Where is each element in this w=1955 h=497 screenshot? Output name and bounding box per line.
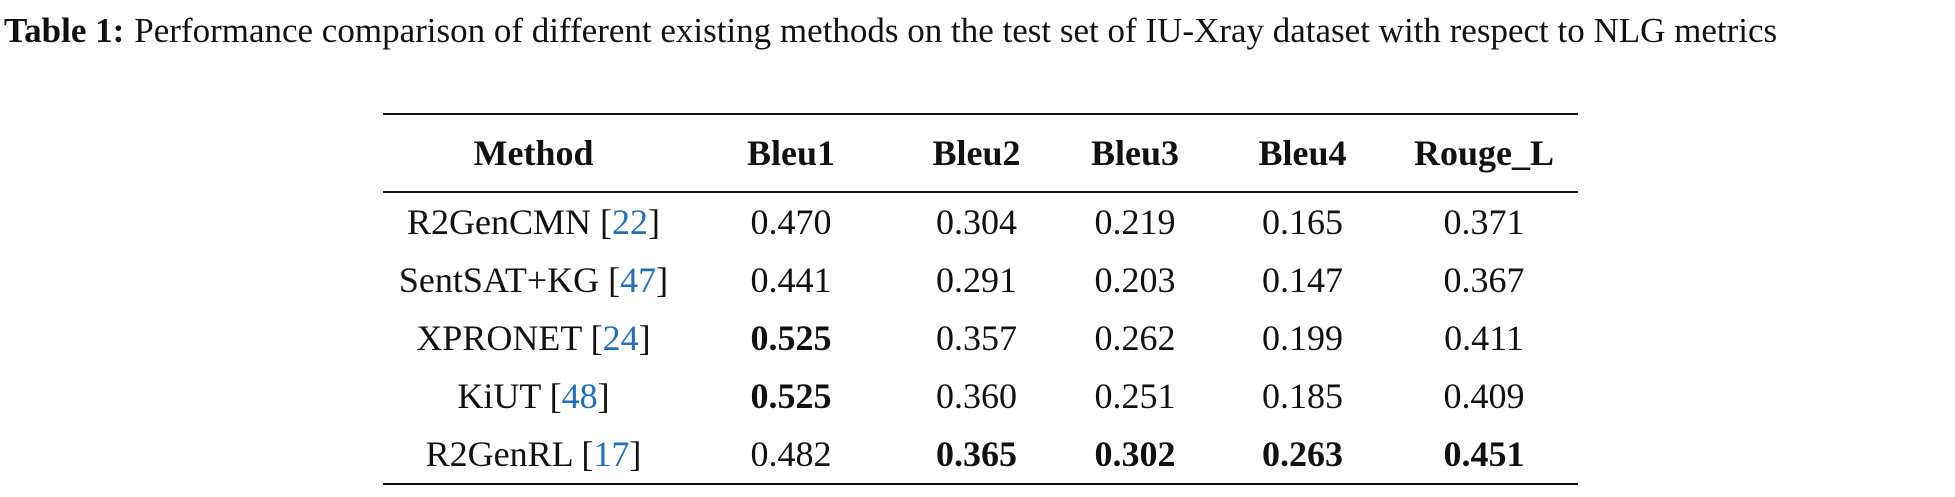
citation: 47 [608,260,668,300]
value-cell: 0.263 [1262,434,1343,474]
caption-label: Table 1: [4,11,125,50]
value-cell: 0.367 [1443,260,1525,300]
value-cell: 0.409 [1443,376,1525,416]
citation-number: 48 [561,376,598,416]
method-name: SentSAT+KG [398,260,600,300]
method-name: R2GenRL [425,434,573,474]
table-row: KiUT 48 0.525 0.360 0.251 0.185 0.409 [383,367,1578,425]
value-cell: 0.371 [1443,202,1525,242]
citation: 17 [581,434,641,474]
method-name: KiUT [457,376,541,416]
citation: 48 [550,376,610,416]
header-cell: Bleu2 [898,114,1055,193]
header-cell: Bleu1 [684,114,898,193]
method-cell: R2GenRL 17 [383,425,684,484]
results-table: Method Bleu1 Bleu2 Bleu3 Bleu4 Rouge_L R2GenC… [383,113,1578,485]
value-cell: 0.441 [750,260,832,300]
value-cell: 0.304 [936,202,1017,242]
value-cell: 0.365 [936,434,1017,474]
citation-number: 22 [612,202,648,242]
table-row: R2GenRL 17 0.482 0.365 0.302 0.263 0.451 [383,425,1578,484]
method-cell: SentSAT+KG 47 [383,251,684,309]
header-row: Method Bleu1 Bleu2 Bleu3 Bleu4 Rouge_L [383,114,1578,193]
value-cell: 0.525 [750,376,832,416]
value-cell: 0.219 [1094,202,1176,242]
value-cell: 0.147 [1262,260,1343,300]
value-cell: 0.302 [1094,434,1176,474]
value-cell: 0.525 [750,318,832,358]
value-cell: 0.360 [936,376,1017,416]
table-row: SentSAT+KG 47 0.441 0.291 0.203 0.147 0.367 [383,251,1578,309]
table-row: XPRONET 24 0.525 0.357 0.262 0.199 0.411 [383,309,1578,367]
method-cell: KiUT 48 [383,367,684,425]
header-cell: Bleu3 [1055,114,1215,193]
table-body: R2GenCMN 22 0.470 0.304 0.219 0.165 0.371 Sent… [383,192,1578,484]
header-cell: Bleu4 [1215,114,1390,193]
value-cell: 0.251 [1094,376,1176,416]
value-cell: 0.482 [750,434,832,474]
citation-number: 47 [620,260,657,300]
value-cell: 0.291 [936,260,1017,300]
value-cell: 0.470 [750,202,832,242]
method-name: XPRONET [416,318,582,358]
value-cell: 0.203 [1094,260,1176,300]
method-cell: R2GenCMN 22 [383,192,684,251]
citation: 24 [591,318,651,358]
citation-number: 24 [602,318,639,358]
caption: Table 1: Performance comparison of differ… [4,10,1954,52]
value-cell: 0.451 [1443,434,1525,474]
method-name: R2GenCMN [406,202,591,242]
table-row: R2GenCMN 22 0.470 0.304 0.219 0.165 0.371 [383,192,1578,251]
value-cell: 0.165 [1262,202,1343,242]
caption-text: Performance comparison of different exis… [134,11,1778,50]
value-cell: 0.411 [1444,318,1524,358]
citation-number: 17 [593,434,630,474]
value-cell: 0.262 [1094,318,1176,358]
method-cell: XPRONET 24 [383,309,684,367]
citation: 22 [600,202,660,242]
value-cell: 0.199 [1262,318,1343,358]
header-cell: Method [383,114,684,193]
value-cell: 0.185 [1262,376,1343,416]
value-cell: 0.357 [936,318,1017,358]
header-cell: Rouge_L [1390,114,1578,193]
